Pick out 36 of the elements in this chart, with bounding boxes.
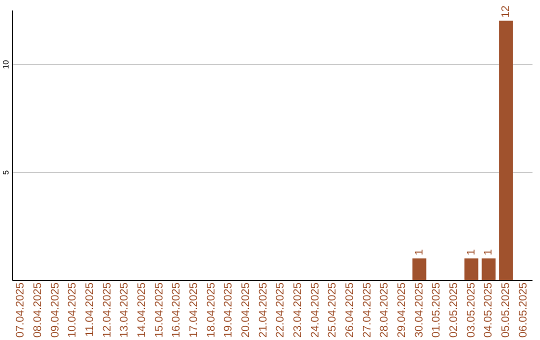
x-tick-label: 16.04.2025 [170,282,183,338]
x-tick-label: 04.05.2025 [482,282,495,338]
x-tick-label: 22.04.2025 [274,282,287,338]
x-tick-label: 07.04.2025 [14,282,27,338]
x-tick-label: 17.04.2025 [188,282,200,338]
data-label: 1 [465,249,478,256]
x-tick-label: 09.04.2025 [49,282,62,338]
x-tick-label: 05.05.2025 [500,282,512,338]
x-tick-label: 14.04.2025 [136,282,148,338]
data-label: 1 [413,249,426,256]
x-tick-label: 25.04.2025 [326,282,339,338]
x-tick-label: 15.04.2025 [153,282,166,338]
x-tick-label: 03.05.2025 [465,282,478,338]
x-tick-label: 12.04.2025 [101,282,114,338]
data-label: 12 [500,6,512,18]
x-tick-label: 18.04.2025 [205,282,218,338]
x-tick-label: 11.04.2025 [84,282,96,337]
x-tick-label: 10.04.2025 [66,282,79,338]
x-tick-label: 26.04.2025 [344,282,356,338]
x-tick-label: 21.04.2025 [257,282,270,338]
y-tick-label: 5 [2,170,10,175]
x-tick-label: 30.04.2025 [413,282,426,338]
x-tick-label: 13.04.2025 [118,282,131,338]
y-tick-label: 10 [2,60,10,69]
x-tick-label: 02.05.2025 [448,282,460,338]
x-tick-label: 19.04.2025 [222,282,235,338]
x-tick-label: 01.05.2025 [430,282,443,338]
x-tick-label: 28.04.2025 [378,282,391,338]
data-label: 1 [482,249,495,256]
x-tick-label: 08.04.2025 [32,282,44,338]
x-tick-label: 20.04.2025 [240,282,252,338]
x-tick-label: 24.04.2025 [309,282,322,338]
x-tick-label: 23.04.2025 [292,282,304,338]
x-tick-label: 29.04.2025 [396,282,408,338]
x-tick-label: 27.04.2025 [361,282,374,338]
x-tick-label: 06.05.2025 [517,282,530,338]
